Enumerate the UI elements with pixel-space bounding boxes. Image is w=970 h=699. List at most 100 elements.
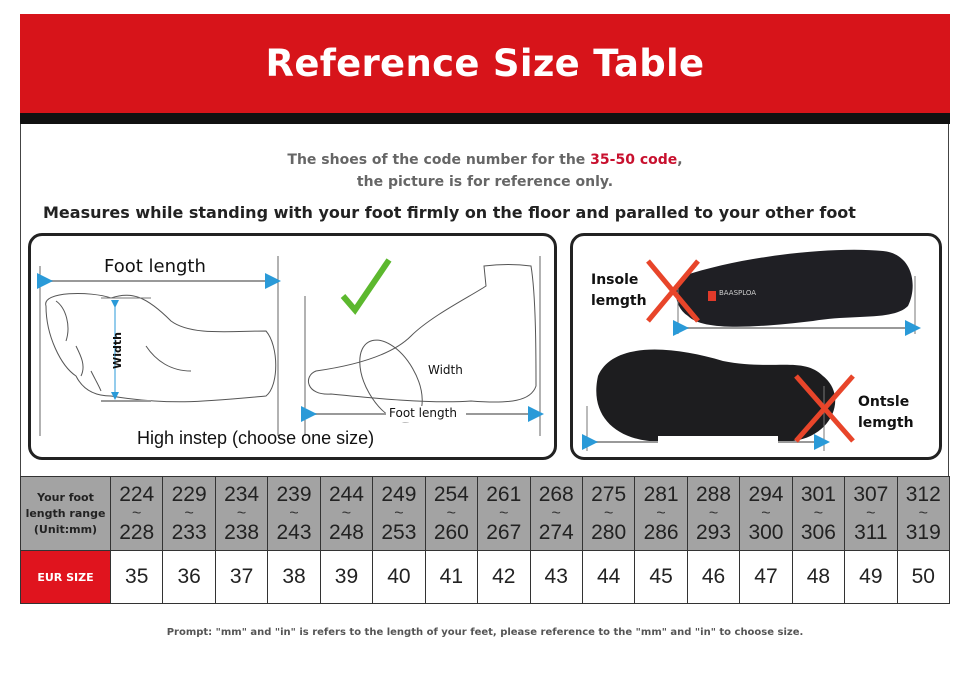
eur-size-cell: 43 [529, 550, 583, 604]
range-tilde: ~ [236, 504, 247, 522]
outsole-label-line2: lemgth [858, 415, 914, 431]
range-from: 234 [224, 482, 260, 506]
header-line: (Unit:mm) [33, 522, 98, 536]
outsole-label-line1: Ontsle [858, 394, 910, 410]
range-tilde: ~ [761, 504, 771, 522]
range-from: 249 [381, 482, 417, 506]
cross-icon [794, 374, 855, 443]
foot-length-cell: 239 ~243 [267, 476, 321, 551]
range-tilde: ~ [394, 504, 404, 522]
eur-size-cell: 41 [424, 550, 479, 604]
range-from: 312 [905, 482, 941, 506]
range-from: 261 [486, 482, 522, 506]
eur-size-cell: 42 [477, 550, 531, 604]
page-title: Reference Size Table [265, 42, 705, 85]
range-to: 253 [381, 520, 417, 544]
eur-size-cell: 45 [634, 550, 688, 604]
note-text: The shoes of the code number for the [287, 152, 591, 168]
header-banner: Reference Size Table [20, 14, 950, 113]
eur-size-cell: 40 [372, 550, 426, 604]
foot-length-cell: 301 ~306 [791, 476, 846, 551]
eur-size-cell: 48 [791, 550, 846, 604]
range-tilde: ~ [289, 504, 299, 522]
range-to: 238 [224, 520, 260, 544]
foot-length-row: Your foot length range (Unit:mm) 224 ~228… [20, 476, 951, 551]
range-tilde: ~ [446, 504, 457, 522]
outsole-length-label: Ontsle lemgth [858, 392, 914, 434]
foot-length-header: Your foot length range (Unit:mm) [20, 476, 111, 551]
range-to: 260 [433, 520, 469, 544]
range-tilde: ~ [866, 504, 876, 522]
insole-length-label: Insole lemgth [591, 270, 647, 312]
range-to: 280 [591, 520, 627, 544]
range-tilde: ~ [656, 504, 666, 522]
range-to: 286 [643, 520, 679, 544]
range-to: 300 [748, 520, 784, 544]
foot-length-cell: 312 ~319 [896, 476, 951, 551]
range-from: 268 [538, 482, 574, 506]
header-divider [20, 113, 950, 124]
range-to: 243 [276, 520, 312, 544]
range-to: 293 [696, 520, 732, 544]
insole-label-line1: Insole [591, 272, 639, 288]
eur-size-cell: 35 [109, 550, 164, 604]
eur-size-cell: 44 [581, 550, 636, 604]
eur-size-cell: 39 [319, 550, 374, 604]
range-to: 228 [119, 520, 155, 544]
range-to: 233 [171, 520, 207, 544]
range-from: 288 [696, 482, 732, 506]
eur-size-cell: 47 [739, 550, 793, 604]
eur-size-cell: 50 [896, 550, 951, 604]
eur-size-cell: 38 [267, 550, 321, 604]
brand-logo-text: BAASPLOA [719, 289, 757, 297]
foot-length-side-label: Foot length [389, 406, 457, 420]
foot-length-cell: 254 ~260 [424, 476, 479, 551]
header-line: Your foot [37, 490, 94, 504]
range-tilde: ~ [603, 504, 614, 522]
prompt-note: Prompt: "mm" and "in" is refers to the l… [166, 627, 804, 638]
range-from: 254 [433, 482, 469, 506]
insole-outsole-illustration [582, 249, 921, 451]
header-line: length range [25, 506, 106, 520]
foot-length-cell: 281 ~286 [634, 476, 688, 551]
foot-illustration [37, 256, 544, 436]
foot-length-cell: 229 ~233 [162, 476, 216, 551]
range-tilde: ~ [708, 504, 719, 522]
outsole-image [596, 349, 836, 443]
foot-length-cell: 268 ~274 [529, 476, 583, 551]
range-from: 229 [171, 482, 207, 506]
width-label-side: Width [428, 363, 463, 377]
range-tilde: ~ [341, 504, 352, 522]
eur-size-cell: 49 [844, 550, 898, 604]
range-from: 281 [643, 482, 679, 506]
eur-size-cell: 37 [214, 550, 269, 604]
foot-length-cell: 294 ~300 [739, 476, 793, 551]
foot-length-cell: 244 ~248 [319, 476, 374, 551]
insole-image [676, 249, 913, 327]
sole-panel: BAASPLOA Insole lemgth Ontsle lemgth [570, 233, 942, 460]
foot-length-cell: 275 ~280 [581, 476, 636, 551]
range-to: 306 [800, 520, 836, 544]
check-icon [340, 258, 392, 315]
range-from: 294 [748, 482, 784, 506]
range-to: 274 [538, 520, 574, 544]
range-tilde: ~ [499, 504, 509, 522]
range-from: 239 [276, 482, 312, 506]
range-from: 224 [119, 482, 155, 506]
range-from: 244 [328, 482, 364, 506]
range-to: 319 [905, 520, 941, 544]
range-to: 248 [328, 520, 364, 544]
width-label-vertical: Width [110, 332, 124, 369]
foot-length-cell: 288 ~293 [686, 476, 741, 551]
note-punct: , [677, 152, 683, 168]
range-tilde: ~ [132, 504, 142, 522]
range-tilde: ~ [918, 504, 928, 522]
range-from: 275 [591, 482, 627, 506]
range-to: 267 [486, 520, 522, 544]
insole-label-line2: lemgth [591, 293, 647, 309]
eur-size-header: EUR SIZE [20, 550, 111, 604]
foot-length-cell: 249 ~253 [372, 476, 426, 551]
foot-measure-panel: Foot length Width Width Foot length High… [28, 233, 557, 460]
foot-length-label: Foot length [104, 256, 206, 277]
range-tilde: ~ [551, 504, 561, 522]
